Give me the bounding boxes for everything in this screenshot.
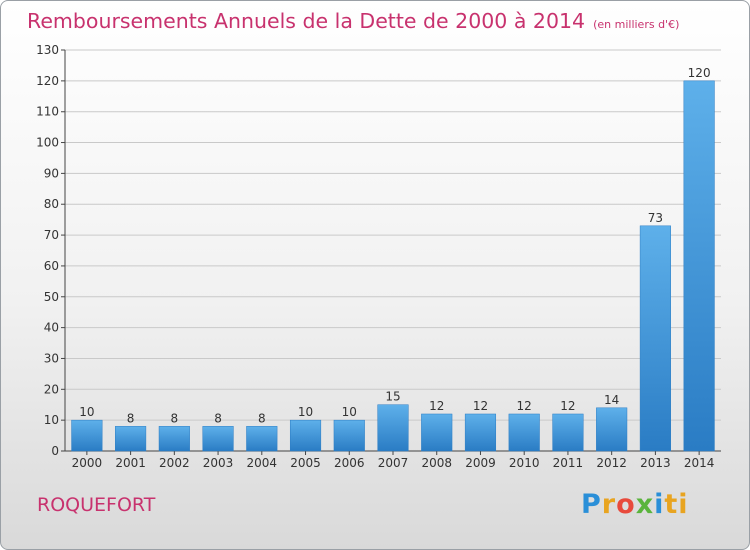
place-name: ROQUEFORT <box>37 494 156 516</box>
y-tick-label: 40 <box>44 321 59 335</box>
y-tick-label: 20 <box>44 382 59 396</box>
y-tick-label: 10 <box>44 413 59 427</box>
x-tick-label: 2011 <box>553 456 584 470</box>
y-tick-label: 110 <box>36 105 59 119</box>
bar-2014 <box>683 80 715 452</box>
data-label-2001: 8 <box>127 411 135 425</box>
y-tick-label: 50 <box>44 290 59 304</box>
data-label-2010: 12 <box>517 399 532 413</box>
y-tick-label: 130 <box>36 43 59 57</box>
data-label-2009: 12 <box>473 399 488 413</box>
x-tick-label: 2005 <box>290 456 321 470</box>
bar-2009 <box>464 413 497 452</box>
data-label-2012: 14 <box>604 393 619 407</box>
x-tick-label: 2010 <box>509 456 540 470</box>
data-label-2008: 12 <box>429 399 444 413</box>
x-tick-label: 2001 <box>115 456 146 470</box>
data-label-2002: 8 <box>171 411 179 425</box>
data-label-2007: 15 <box>385 390 400 404</box>
bar-2004 <box>246 426 278 452</box>
bar-2006 <box>333 419 365 452</box>
bar-2007 <box>377 404 409 452</box>
data-label-2006: 10 <box>342 405 357 419</box>
labels: 0 10 20 30 40 50 60 70 80 90 100 110 120 130 10 2000 8 20… <box>36 43 714 470</box>
x-tick-label: 2012 <box>596 456 627 470</box>
proxiti-logo: Proxiti <box>581 489 689 520</box>
bar-2010 <box>508 413 540 452</box>
y-tick-label: 120 <box>36 74 59 88</box>
x-tick-label: 2013 <box>640 456 671 470</box>
x-tick-label: 2009 <box>465 456 496 470</box>
bars <box>71 80 715 452</box>
x-tick-label: 2000 <box>72 456 103 470</box>
chart-unit: (en milliers d'€) <box>593 18 680 31</box>
y-tick-label: 100 <box>36 136 59 150</box>
data-label-2004: 8 <box>258 411 266 425</box>
bar-2011 <box>552 413 584 452</box>
y-tick-label: 70 <box>44 228 59 242</box>
data-label-2014: 120 <box>688 66 711 80</box>
x-tick-label: 2002 <box>159 456 190 470</box>
bar-2005 <box>289 419 322 452</box>
bar-2001 <box>115 426 147 452</box>
data-label-2013: 73 <box>648 211 663 225</box>
y-tick-label: 80 <box>44 197 59 211</box>
x-tick-label: 2003 <box>203 456 234 470</box>
data-label-2005: 10 <box>298 405 313 419</box>
y-tick-label: 90 <box>44 166 59 180</box>
x-tick-label: 2007 <box>378 456 409 470</box>
bar-2000 <box>71 419 103 452</box>
data-label-2000: 10 <box>79 405 94 419</box>
data-label-2003: 8 <box>214 411 222 425</box>
bar-2003 <box>202 426 234 452</box>
y-tick-label: 30 <box>44 351 59 365</box>
y-tick-label: 60 <box>44 259 59 273</box>
bar-2013 <box>639 225 671 452</box>
x-tick-label: 2014 <box>684 456 715 470</box>
chart-title: Remboursements Annuels de la Dette de 20… <box>27 9 679 33</box>
x-tick-label: 2004 <box>247 456 278 470</box>
x-tick-label: 2008 <box>421 456 452 470</box>
chart-title-text: Remboursements Annuels de la Dette de 20… <box>27 9 586 33</box>
bar-2008 <box>421 413 453 452</box>
bar-2012 <box>596 407 628 452</box>
bar-2002 <box>158 426 190 452</box>
y-tick-label: 0 <box>51 444 59 458</box>
data-label-2011: 12 <box>560 399 575 413</box>
x-tick-label: 2006 <box>334 456 365 470</box>
